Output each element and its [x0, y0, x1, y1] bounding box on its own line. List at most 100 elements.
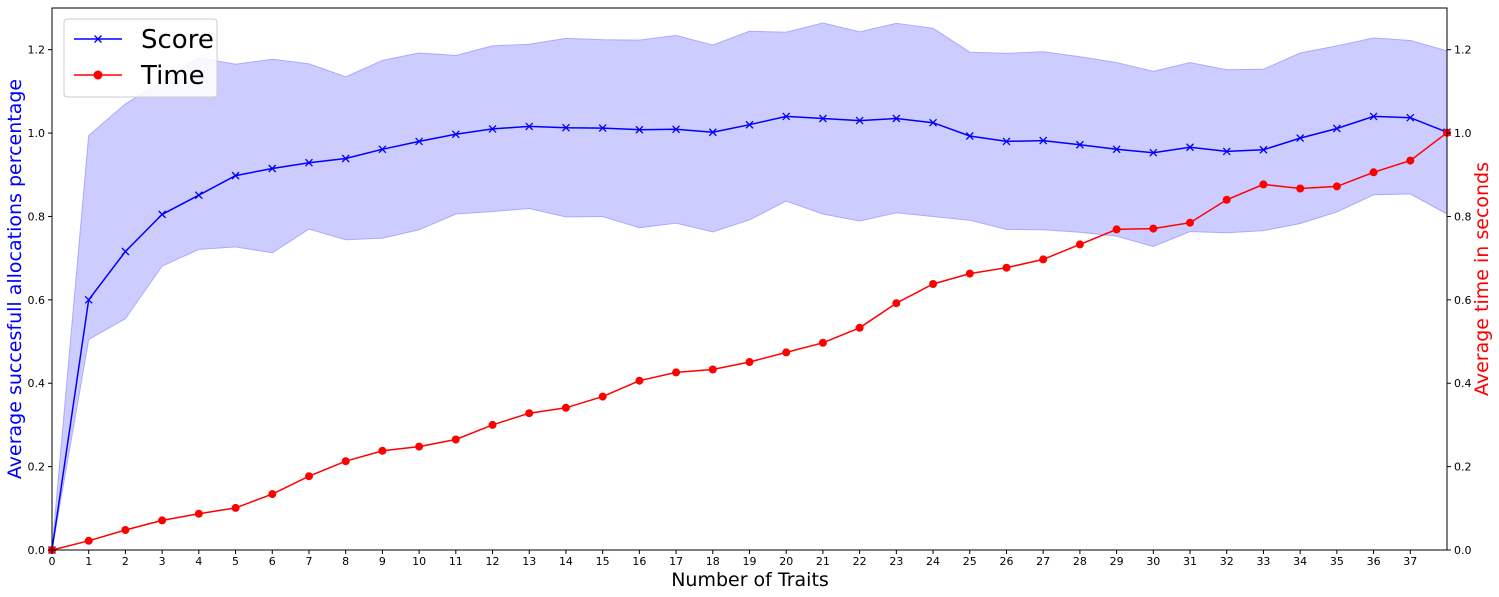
legend: Score Time: [63, 18, 218, 98]
right-y-tick-label: 0.2: [1454, 461, 1472, 474]
legend-time-marker: [93, 70, 103, 80]
score-point: [1296, 134, 1305, 143]
x-tick-label: 15: [596, 555, 610, 568]
time-point: [194, 509, 203, 518]
x-tick-label: 29: [1110, 555, 1124, 568]
x-tick-label: 9: [379, 555, 386, 568]
left-y-tick-label: 0.2: [28, 461, 46, 474]
legend-time-label: Time: [140, 61, 205, 91]
x-tick-label: 0: [49, 555, 56, 568]
time-point: [231, 503, 240, 512]
time-point: [268, 490, 277, 499]
time-point: [892, 299, 901, 308]
score-point: [1222, 147, 1231, 156]
x-tick-label: 28: [1073, 555, 1087, 568]
score-point: [1186, 143, 1194, 152]
legend-score-label: Score: [141, 25, 214, 55]
score-point: [525, 122, 534, 131]
score-point: [84, 295, 93, 304]
time-point: [158, 516, 167, 525]
series-layer: [48, 112, 1451, 554]
left-y-tick-label: 0.0: [28, 544, 46, 557]
right-y-axis-ticks: 0.0 0.2 0.4 0.6 0.8 1.0 1.2: [1447, 44, 1472, 557]
x-tick-label: 12: [486, 555, 500, 568]
right-y-tick-label: 1.2: [1454, 44, 1472, 57]
x-tick-label: 17: [669, 555, 683, 568]
time-point: [782, 348, 791, 357]
score-point: [708, 128, 717, 137]
left-y-axis-ticks: 0.0 0.2 0.4 0.6 0.8 1.0 1.2: [28, 44, 52, 557]
time-point: [1222, 195, 1231, 204]
time-point: [708, 365, 717, 374]
time-point: [1186, 218, 1194, 227]
x-tick-label: 19: [743, 555, 757, 568]
left-y-tick-label: 0.4: [28, 377, 46, 390]
x-tick-label: 16: [632, 555, 646, 568]
time-point: [525, 409, 534, 418]
left-y-tick-label: 1.0: [28, 127, 46, 140]
x-tick-label: 18: [706, 555, 720, 568]
left-y-tick-label: 0.6: [28, 294, 46, 307]
left-y-axis-title: Average succesfull allocations percentag…: [4, 79, 26, 479]
score-point: [1075, 140, 1084, 149]
score-point: [929, 118, 938, 127]
x-tick-label: 31: [1183, 555, 1197, 568]
x-tick-label: 7: [305, 555, 312, 568]
time-point: [488, 420, 497, 429]
score-point: [341, 154, 350, 163]
x-tick-label: 1: [85, 555, 92, 568]
score-point: [1406, 113, 1415, 122]
x-axis-title: Number of Traits: [671, 569, 829, 591]
x-axis-ticks: 0 1 2 3 4 5 6 7 8 9 10 11 12 13 14 15 16 17 18 19 20 21 22 23 24…: [49, 550, 1417, 568]
score-point: [194, 191, 203, 200]
x-tick-label: 5: [232, 555, 239, 568]
time-point: [1149, 224, 1158, 233]
x-tick-label: 2: [122, 555, 129, 568]
time-point: [672, 368, 681, 377]
time-point: [1002, 263, 1011, 272]
x-tick-label: 27: [1036, 555, 1050, 568]
time-point: [855, 323, 864, 332]
score-point: [305, 158, 313, 167]
score-point: [965, 132, 974, 140]
x-tick-label: 3: [159, 555, 166, 568]
x-tick-label: 25: [963, 555, 977, 568]
score-point: [415, 137, 424, 146]
score-point: [1332, 124, 1341, 133]
time-point: [1039, 255, 1048, 264]
x-tick-label: 33: [1256, 555, 1270, 568]
left-y-tick-label: 0.8: [28, 210, 46, 223]
score-point: [451, 130, 460, 139]
score-point: [782, 112, 791, 121]
x-tick-label: 14: [559, 555, 573, 568]
x-tick-label: 22: [853, 555, 867, 568]
right-y-tick-label: 0.4: [1454, 377, 1472, 390]
x-tick-label: 35: [1330, 555, 1344, 568]
right-y-tick-label: 1.0: [1454, 127, 1472, 140]
x-tick-label: 32: [1220, 555, 1234, 568]
x-tick-label: 30: [1146, 555, 1160, 568]
time-point: [745, 358, 754, 366]
legend-score-marker: [94, 35, 102, 43]
time-point: [965, 269, 974, 278]
time-point: [305, 472, 313, 481]
time-point: [1369, 168, 1378, 177]
x-tick-label: 36: [1367, 555, 1381, 568]
x-tick-label: 23: [889, 555, 903, 568]
score-point: [1149, 148, 1158, 157]
time-point: [1112, 225, 1121, 234]
time-point: [1296, 184, 1305, 193]
score-point: [855, 116, 864, 125]
x-tick-label: 6: [269, 555, 276, 568]
score-point: [598, 124, 607, 133]
x-tick-label: 10: [412, 555, 426, 568]
time-point: [598, 392, 607, 401]
score-point: [488, 124, 497, 133]
score-point: [818, 114, 827, 123]
right-y-axis-title: Average time in seconds: [1471, 162, 1493, 396]
time-point: [1259, 180, 1268, 189]
time-point: [121, 526, 130, 534]
x-tick-label: 13: [522, 555, 536, 568]
x-tick-label: 34: [1293, 555, 1307, 568]
